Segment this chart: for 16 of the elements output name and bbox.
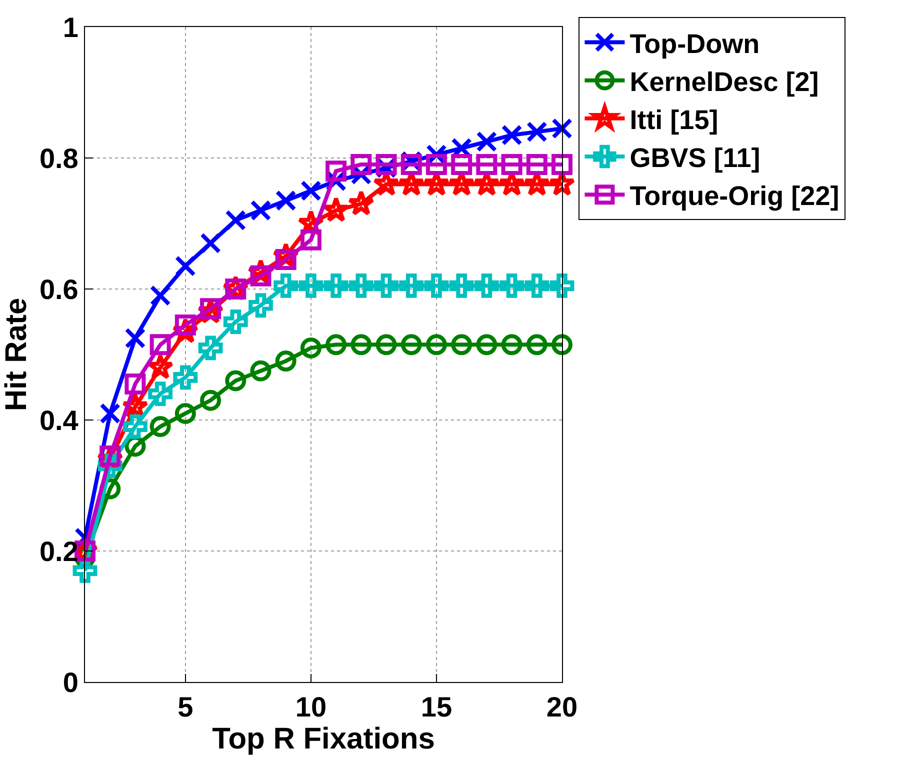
legend-label: KernelDesc [2] [630, 66, 819, 97]
y-tick-label: 0.6 [39, 274, 78, 305]
x-tick-label: 15 [420, 692, 452, 723]
x-tick-label: 5 [178, 692, 194, 723]
legend-label: Top-Down [630, 28, 760, 59]
x-tick-label: 20 [546, 692, 578, 723]
y-axis-title: Hit Rate [0, 298, 33, 412]
x-axis-title: Top R Fixations [212, 722, 435, 756]
y-tick-label: 0 [62, 666, 78, 698]
legend-label: GBVS [11] [630, 143, 760, 174]
legend-label: Torque-Orig [22] [630, 181, 840, 212]
y-tick-label: 0.8 [39, 142, 78, 174]
y-tick-label: 1 [62, 12, 78, 43]
legend-label: Itti [15] [630, 104, 718, 135]
x-tick-label: 10 [295, 692, 327, 723]
y-tick-label: 0.4 [39, 404, 79, 436]
